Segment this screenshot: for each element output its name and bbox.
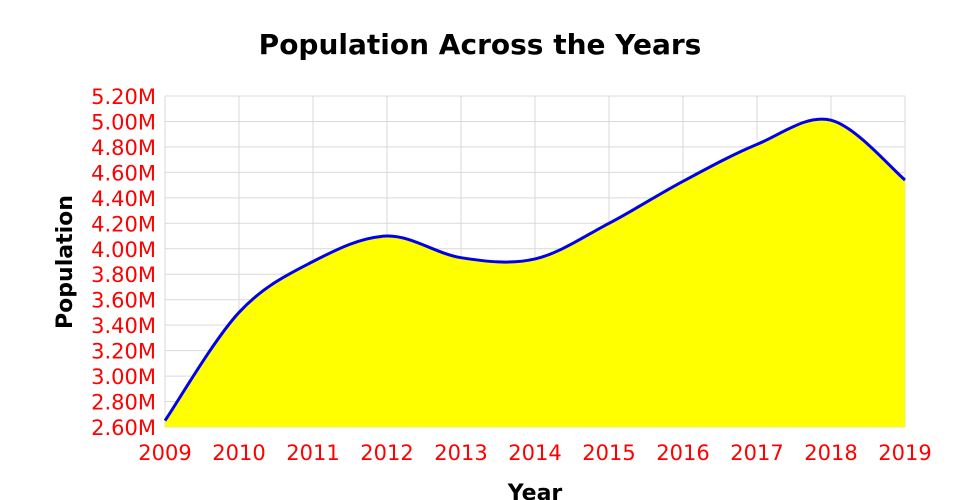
y-tick-label: 3.80M — [91, 263, 156, 287]
x-tick-label: 2017 — [730, 441, 783, 465]
y-tick-label: 3.40M — [91, 314, 156, 338]
area-fill — [165, 119, 905, 427]
series-line — [163, 117, 906, 422]
y-tick-label: 4.80M — [91, 136, 156, 160]
y-tick-label: 2.60M — [91, 416, 156, 440]
x-tick-label: 2014 — [508, 441, 561, 465]
x-tick-label: 2016 — [656, 441, 709, 465]
area-layer — [163, 117, 906, 427]
x-tick-label: 2015 — [582, 441, 635, 465]
y-tick-label: 3.20M — [91, 340, 156, 364]
y-tick-label: 4.60M — [91, 161, 156, 185]
x-tick-label: 2009 — [138, 441, 191, 465]
chart-title: Population Across the Years — [259, 28, 702, 61]
y-axis-label: Population — [53, 195, 78, 329]
x-axis-label: Year — [507, 481, 563, 500]
y-tick-label: 5.00M — [91, 110, 156, 134]
y-tick-label: 3.00M — [91, 365, 156, 389]
y-tick-label: 3.60M — [91, 289, 156, 313]
x-tick-label: 2011 — [286, 441, 339, 465]
x-axis-ticks: 2009 2010 2011 2012 2013 2014 2015 2016 2017 2018… — [138, 441, 931, 465]
x-tick-label: 2013 — [434, 441, 487, 465]
y-tick-label: 2.80M — [91, 391, 156, 415]
x-tick-label: 2018 — [804, 441, 857, 465]
x-tick-label: 2012 — [360, 441, 413, 465]
y-tick-label: 5.20M — [91, 85, 156, 109]
x-tick-label: 2019 — [878, 441, 931, 465]
y-tick-label: 4.00M — [91, 238, 156, 262]
x-tick-label: 2010 — [212, 441, 265, 465]
y-axis-ticks: 2.60M2.80M3.00M3.20M3.40M3.60M3.80M4.00M… — [91, 85, 156, 440]
y-tick-label: 4.40M — [91, 187, 156, 211]
y-tick-label: 4.20M — [91, 212, 156, 236]
